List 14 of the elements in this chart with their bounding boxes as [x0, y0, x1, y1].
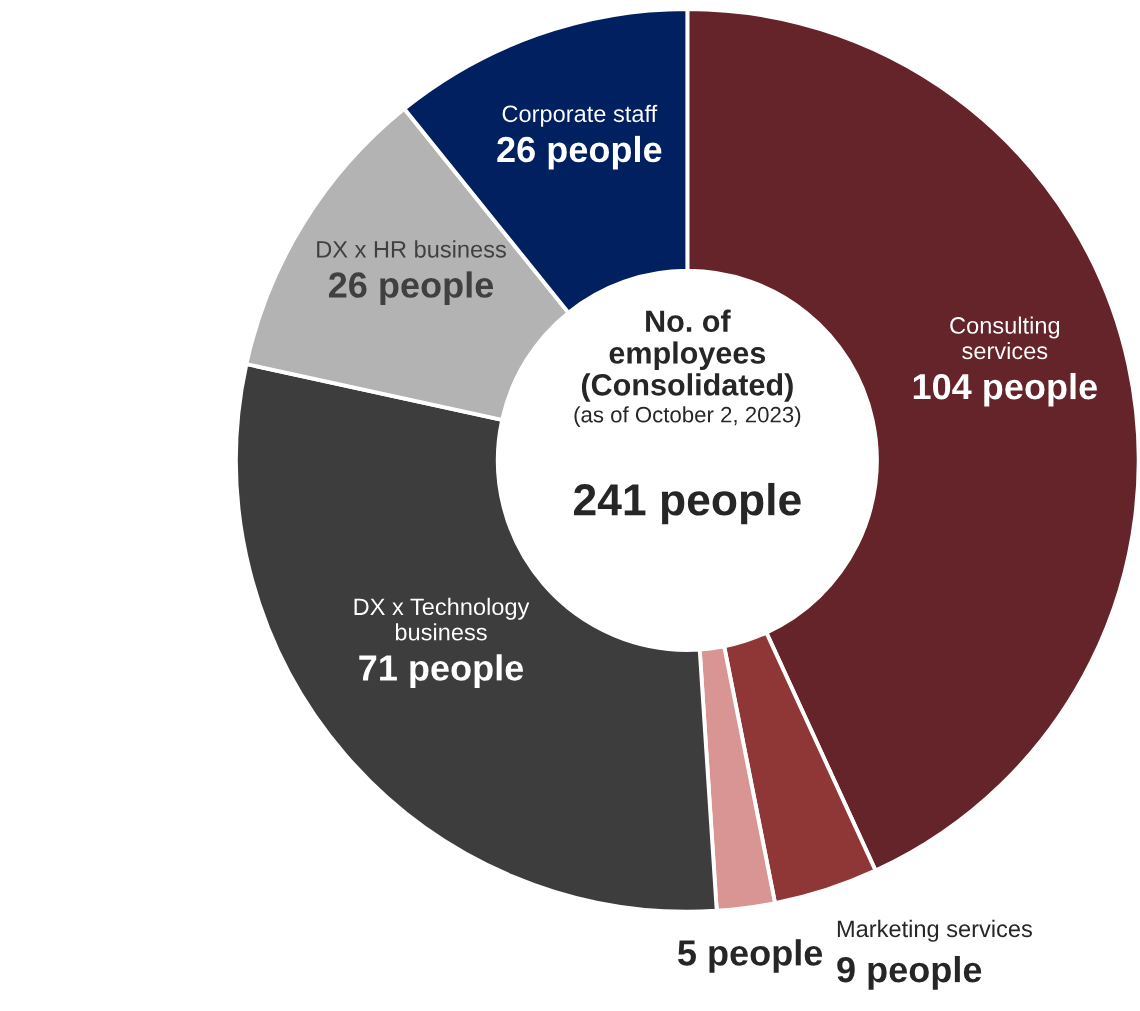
slice-label: Corporate staff	[502, 104, 658, 127]
slice-label: Marketing services	[837, 919, 1032, 942]
slice-label: DX x Technology business	[354, 597, 530, 641]
data-label: 104 people	[913, 372, 1097, 407]
slice-label: Consulting services	[950, 316, 1060, 360]
text: No. of employees (Consolidated)	[581, 309, 793, 402]
data-label: 26 people	[497, 135, 662, 170]
data-label: 5 people	[678, 939, 823, 973]
data-label: 71 people	[359, 654, 524, 688]
text: (as of October 2, 2023)	[574, 406, 801, 427]
data-label: 26 people	[328, 271, 494, 306]
text: 241 people	[574, 482, 801, 525]
slice-label: DX x HR business	[317, 240, 506, 258]
data-label: 9 people	[837, 955, 982, 990]
